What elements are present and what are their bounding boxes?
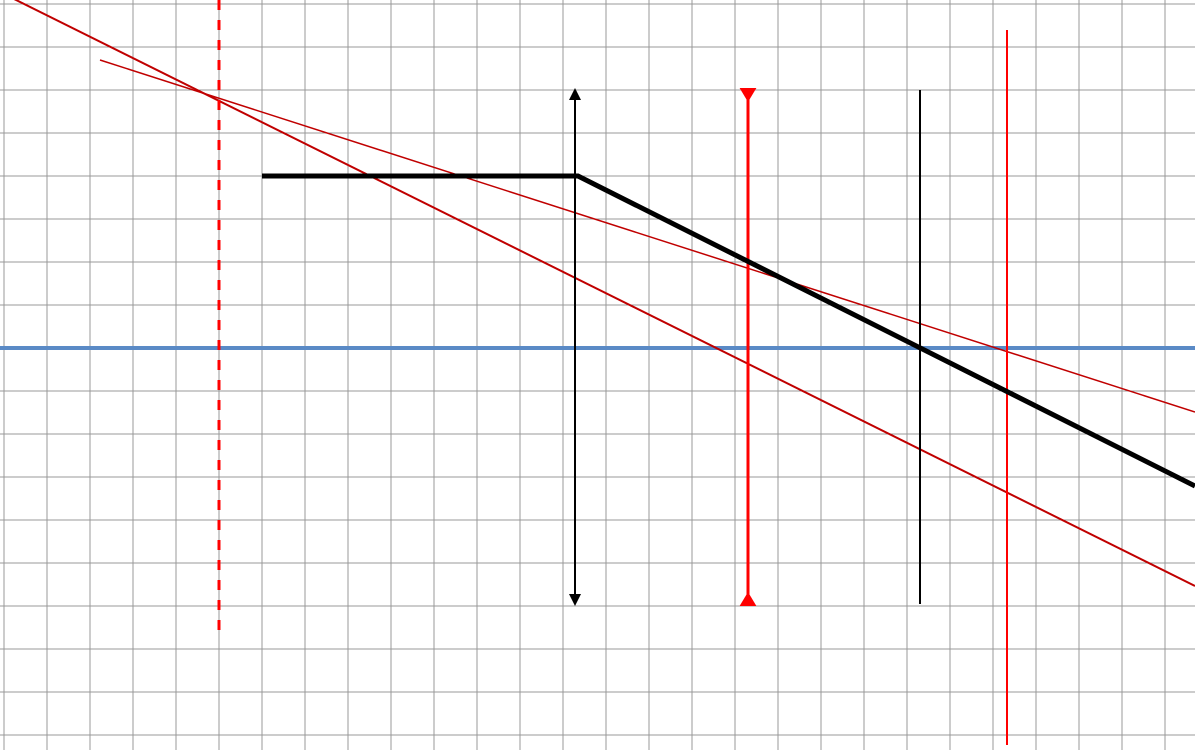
payoff-curve — [262, 176, 1195, 486]
diagonal-line-steep — [0, 0, 1195, 586]
mirror-axis-arrowhead-bottom-icon — [740, 592, 757, 606]
diagonal-line-shallow — [100, 60, 1195, 412]
y-axis-arrowhead-down-icon — [569, 594, 581, 606]
mirror-axis-arrowhead-top-icon — [740, 88, 757, 102]
